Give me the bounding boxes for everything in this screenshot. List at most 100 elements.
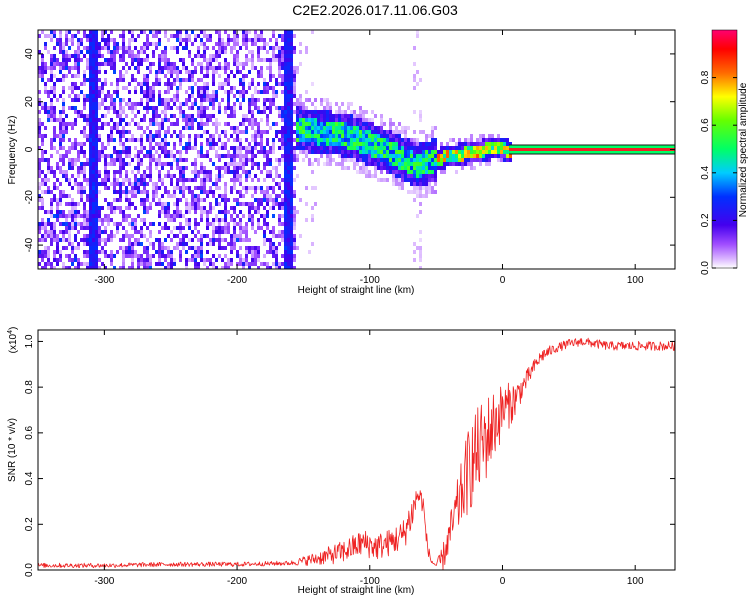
spectrogram-cell — [215, 30, 218, 34]
spectrogram-cell — [38, 182, 41, 186]
spectrogram-cell — [56, 62, 59, 66]
spectrogram-cell — [254, 30, 257, 34]
spectrogram-cell — [296, 126, 299, 130]
spectrogram-cell — [245, 234, 248, 238]
spectrogram-cell — [56, 118, 59, 122]
spectrogram-cell — [38, 250, 41, 254]
spectrogram-cell — [266, 202, 269, 206]
spectrogram-cell — [218, 110, 221, 114]
spectrogram-cell — [218, 38, 221, 42]
spectrogram-cell — [74, 226, 77, 230]
spectrogram-cell — [227, 38, 230, 42]
spectrogram-cell — [98, 226, 101, 230]
spectrogram-cell — [314, 134, 317, 138]
spectrogram-cell — [215, 126, 218, 130]
spectrogram-cell — [290, 50, 293, 54]
spectrogram-cell — [284, 122, 287, 126]
spectrogram-cell — [413, 258, 416, 262]
spectrogram-cell — [287, 230, 290, 234]
spectrogram-cell — [101, 246, 104, 250]
spectrogram-cell — [260, 170, 263, 174]
spectrogram-cell — [164, 206, 167, 210]
spectrogram-cell — [185, 70, 188, 74]
spectrogram-cell — [161, 246, 164, 250]
spectrogram-cell — [287, 154, 290, 158]
spectrogram-cell — [380, 114, 383, 118]
spectrogram-cell — [218, 54, 221, 58]
snr-y-tick-label: 0.8 — [24, 380, 35, 394]
spectrogram-cell — [203, 34, 206, 38]
spectrogram-cell — [263, 194, 266, 198]
spectrogram-cell — [125, 162, 128, 166]
spectrogram-cell — [140, 202, 143, 206]
spectrogram-cell — [308, 98, 311, 102]
spectrogram-cell — [182, 114, 185, 118]
spectrogram-cell — [410, 174, 413, 178]
spectrogram-cell — [263, 214, 266, 218]
spectrogram-cell — [53, 94, 56, 98]
spectrogram-cell — [167, 210, 170, 214]
spectrogram-cell — [323, 122, 326, 126]
spectrogram-cell — [266, 174, 269, 178]
spectrogram-cell — [167, 90, 170, 94]
spectrogram-cell — [230, 38, 233, 42]
spectrogram-cell — [239, 82, 242, 86]
spectrogram-cell — [149, 158, 152, 162]
spectrogram-cell — [125, 146, 128, 150]
spectrogram-cell — [179, 222, 182, 226]
spectrogram-cell — [389, 142, 392, 146]
spectrogram-cell — [41, 258, 44, 262]
spectrogram-cell — [182, 190, 185, 194]
spectrogram-cell — [404, 150, 407, 154]
spectrogram-cell — [239, 158, 242, 162]
spectrogram-cell — [233, 206, 236, 210]
spectrogram-cell — [104, 106, 107, 110]
spectrogram-cell — [209, 178, 212, 182]
spectrogram-cell — [62, 78, 65, 82]
spectrogram-cell — [245, 90, 248, 94]
spectrogram-cell — [119, 114, 122, 118]
spectrogram-cell — [227, 162, 230, 166]
spectrogram-cell — [68, 94, 71, 98]
spectrogram-cell — [122, 210, 125, 214]
spectrogram-cell — [431, 138, 434, 142]
spectrogram-cell — [191, 74, 194, 78]
spectrogram-cell — [92, 150, 95, 154]
spectrogram-cell — [284, 158, 287, 162]
spectrogram-cell — [425, 182, 428, 186]
spectrogram-cell — [65, 238, 68, 242]
spectrogram-cell — [188, 34, 191, 38]
spectrogram-cell — [203, 82, 206, 86]
spectrogram-cell — [146, 198, 149, 202]
spectrogram-cell — [185, 242, 188, 246]
spectrogram-cell — [47, 210, 50, 214]
spectrogram-cell — [443, 158, 446, 162]
spectrogram-cell — [89, 86, 92, 90]
spectrogram-cell — [149, 154, 152, 158]
spectrogram-cell — [416, 142, 419, 146]
spectrogram-cell — [176, 66, 179, 70]
spectrogram-cell — [77, 262, 80, 266]
spectrogram-cell — [290, 110, 293, 114]
spectrogram-cell — [287, 158, 290, 162]
spectrogram-cell — [257, 226, 260, 230]
spectrogram-cell — [218, 62, 221, 66]
spectrogram-cell — [422, 174, 425, 178]
spectrogram-cell — [350, 138, 353, 142]
spectrogram-cell — [329, 150, 332, 154]
spectrogram-cell — [257, 258, 260, 262]
spectrogram-cell — [287, 150, 290, 154]
spectrogram-cell — [428, 162, 431, 166]
spectrogram-cell — [284, 198, 287, 202]
spectrogram-cell — [149, 118, 152, 122]
spectrogram-cell — [284, 214, 287, 218]
spectrogram-cells — [38, 30, 512, 269]
spectrogram-cell — [383, 154, 386, 158]
snr-y-tick-label: 0.6 — [24, 425, 35, 439]
spectrogram-cell — [59, 130, 62, 134]
spectrogram-cell — [197, 90, 200, 94]
spectrogram-cell — [158, 42, 161, 46]
spectrogram-cell — [89, 250, 92, 254]
spectrogram-cell — [386, 178, 389, 182]
spectrogram-cell — [140, 142, 143, 146]
